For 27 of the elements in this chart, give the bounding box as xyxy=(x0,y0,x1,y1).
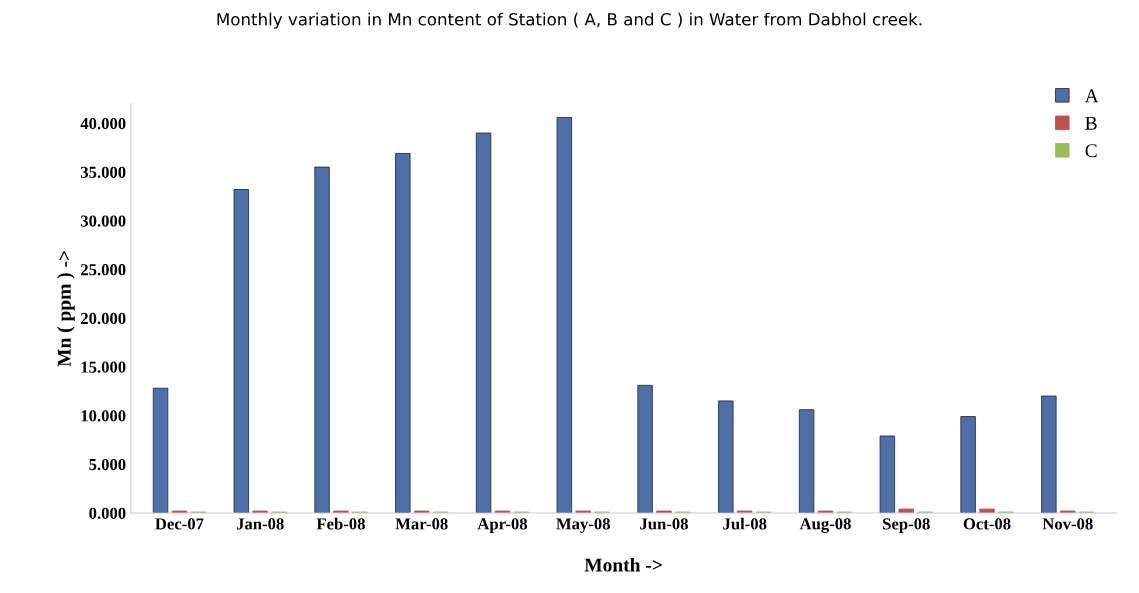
y-tick-label: 30.000 xyxy=(80,215,126,227)
y-tick-label: 25.000 xyxy=(80,264,126,276)
y-tick-label: 10.000 xyxy=(81,410,126,422)
x-tick-label: Dec-07 xyxy=(155,518,204,530)
x-tick-label: Jun-08 xyxy=(640,518,688,530)
x-tick-label: Feb-08 xyxy=(316,517,365,530)
x-tick-label: Nov-08 xyxy=(1042,518,1093,530)
y-tick-label: 20.000 xyxy=(80,312,126,325)
y-tick-label: 0.000 xyxy=(89,507,126,519)
y-tick-label: 35.000 xyxy=(80,166,126,178)
x-tick-label: Jul-08 xyxy=(723,517,767,530)
legend-label: C xyxy=(1085,144,1097,158)
x-axis-title: Month -> xyxy=(584,557,662,572)
legend-label: A xyxy=(1084,89,1099,103)
chart-title: Monthly variation in Mn content of Station ( A, B and C ) in Water from Dabhol creek. xyxy=(217,12,922,29)
y-tick-label: 15.000 xyxy=(81,361,126,373)
x-tick-label: May-08 xyxy=(556,518,610,533)
x-tick-label: Oct-08 xyxy=(963,518,1011,530)
y-tick-label: 5.000 xyxy=(89,458,126,471)
x-tick-label: Sep-08 xyxy=(883,518,930,533)
y-tick-label: 40.000 xyxy=(80,117,126,130)
x-tick-label: Apr-08 xyxy=(477,518,528,533)
x-tick-label: Aug-08 xyxy=(799,518,851,533)
legend-label: B xyxy=(1085,116,1097,130)
x-tick-label: Jan-08 xyxy=(236,518,284,530)
y-axis-title: Mn ( ppm ) -> xyxy=(57,250,75,367)
x-tick-label: Mar-08 xyxy=(395,518,448,530)
